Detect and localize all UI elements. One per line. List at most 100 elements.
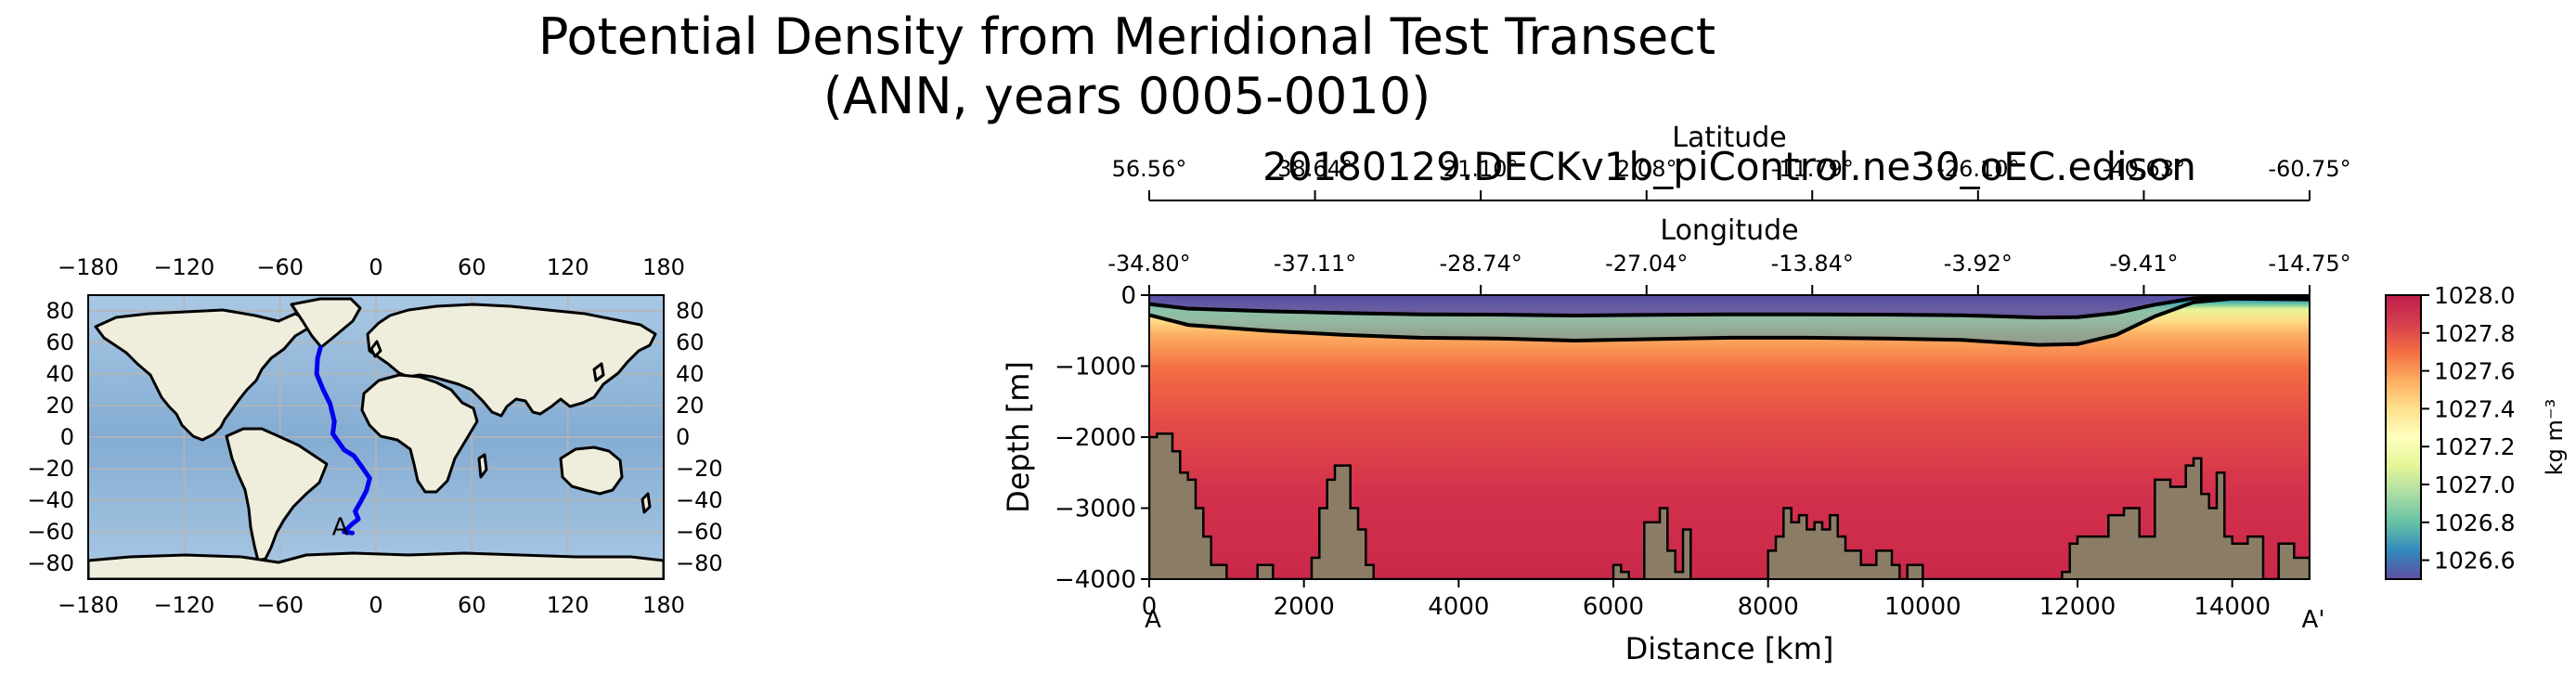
- colorbar-tick-label: 1027.4: [2434, 395, 2515, 422]
- latitude-tick-label: 2.08°: [1616, 156, 1676, 182]
- surface-teal-band: [1149, 296, 2310, 345]
- colorbar-tick-label: 1027.0: [2434, 471, 2515, 498]
- map-lat-tick-right: 0: [676, 424, 690, 450]
- map-land: [88, 297, 664, 579]
- density-section: 0 2000 4000 6000 8000 10000 12000 14000 0 −1000 −…: [1001, 122, 2351, 666]
- map-lon-tick-bottom: 180: [642, 592, 685, 618]
- longitude-tick-label: -27.04°: [1605, 251, 1688, 277]
- section-x-tick-label: 6000: [1583, 593, 1644, 621]
- land-japan: [592, 362, 605, 382]
- land-south-america: [225, 427, 329, 562]
- section-y-ticks: 0 −1000 −2000 −3000 −4000: [1055, 282, 1149, 594]
- transect-start-marker: A: [1145, 606, 1161, 634]
- map-frame: [87, 294, 665, 580]
- section-x-tick-label: 10000: [1884, 593, 1961, 621]
- latitude-tick-label: 56.56°: [1112, 156, 1187, 182]
- colorbar-tick-label: 1027.2: [2434, 433, 2515, 460]
- section-x-tick-label: 12000: [2039, 593, 2116, 621]
- land-antarctica: [88, 551, 664, 579]
- map-lon-tick-top: 60: [458, 254, 486, 280]
- figure-title-line1: Potential Density from Meridional Test T…: [538, 7, 1715, 66]
- map-lat-tick-right: 60: [676, 329, 705, 355]
- section-xlabel: Distance [km]: [1625, 631, 1834, 666]
- latitude-ticks: 56.56° 38.64° 21.10° 2.08° -11.79° -26.10° -40…: [1112, 156, 2351, 200]
- section-y-tick-label: −2000: [1055, 424, 1136, 452]
- colorbar-tick-label: 1027.6: [2434, 358, 2515, 385]
- colorbar-ticks: 1028.0 1027.8 1027.6 1027.4 1027.2 1027.0 1026…: [2421, 282, 2515, 574]
- map-lon-tick-top: 180: [642, 254, 685, 280]
- map-lon-tick-bottom: 120: [547, 592, 589, 618]
- transect-end-marker: A': [2302, 606, 2325, 634]
- transect-start-label: A: [332, 513, 349, 541]
- section-y-tick-label: −1000: [1055, 354, 1136, 381]
- section-y-tick-label: 0: [1120, 282, 1136, 310]
- longitude-tick-label: -3.92°: [1944, 251, 2013, 277]
- land-madagascar: [477, 453, 488, 479]
- surface-low-density-band: [1149, 295, 2310, 318]
- map-lat-tick-left: 40: [45, 361, 74, 387]
- map-lon-tick-bottom: −180: [58, 592, 119, 618]
- map-lat-tick-left: −60: [27, 519, 74, 545]
- latitude-tick-label: 21.10°: [1443, 156, 1519, 182]
- section-ylabel: Depth [m]: [1001, 361, 1036, 513]
- section-x-tick-label: 8000: [1738, 593, 1799, 621]
- upper-density-contour: [1149, 295, 2310, 320]
- land-greenland: [290, 297, 362, 349]
- map-lon-tick-top: −180: [58, 254, 119, 280]
- longitude-tick-label: -34.80°: [1107, 251, 1190, 277]
- map-lat-tick-left: 80: [45, 298, 74, 324]
- map-lat-tick-right: 20: [676, 393, 705, 419]
- section-x-tick-label: 0: [1142, 593, 1158, 621]
- section-x-tick-label: 14000: [2194, 593, 2271, 621]
- map-lon-tick-top: 0: [369, 254, 382, 280]
- map-lon-tick-top: −120: [153, 254, 214, 280]
- colorbar-tick-label: 1026.6: [2434, 548, 2515, 574]
- land-north-america: [94, 308, 313, 442]
- land-australia: [559, 445, 624, 496]
- colorbar-unit-label: kg m⁻³: [2542, 399, 2568, 475]
- colorbar-gradient: [2385, 294, 2422, 580]
- figure-title-line2: (ANN, years 0005-0010): [823, 67, 1430, 125]
- longitude-axis-label: Longitude: [1660, 214, 1798, 247]
- location-map: A −180 −180 −120 −120 −60 −60 0 0 60 60 120 120 180 1…: [27, 254, 722, 618]
- bathymetry: [1149, 432, 2310, 579]
- map-lat-tick-right: −60: [676, 519, 723, 545]
- map-lat-tick-left: −40: [27, 487, 74, 513]
- map-axis-ticks: −180 −180 −120 −120 −60 −60 0 0 60 60 120 120 180 180…: [27, 254, 722, 618]
- land-eurasia: [366, 303, 657, 418]
- land-new-zealand: [641, 492, 652, 514]
- section-y-tick-label: −3000: [1055, 496, 1136, 523]
- latitude-tick-label: 38.64°: [1277, 156, 1353, 182]
- latitude-axis-label: Latitude: [1672, 122, 1786, 154]
- section-x-tick-label: 2000: [1274, 593, 1335, 621]
- longitude-tick-label: -9.41°: [2109, 251, 2178, 277]
- map-lon-tick-top: 120: [547, 254, 589, 280]
- map-lon-tick-bottom: 60: [458, 592, 486, 618]
- latitude-tick-label: -60.75°: [2268, 156, 2350, 182]
- map-lat-tick-right: −20: [676, 456, 723, 482]
- latitude-tick-label: -11.79°: [1771, 156, 1854, 182]
- map-lon-tick-bottom: −60: [256, 592, 304, 618]
- longitude-tick-label: -13.84°: [1771, 251, 1854, 277]
- map-lat-tick-right: −80: [676, 550, 723, 576]
- section-x-tick-label: 4000: [1428, 593, 1489, 621]
- land-africa: [360, 373, 479, 494]
- latitude-tick-label: -40.63°: [2103, 156, 2185, 182]
- colorbar-tick-label: 1026.8: [2434, 510, 2515, 536]
- section-x-ticks: 0 2000 4000 6000 8000 10000 12000 14000: [1142, 579, 2271, 621]
- map-lat-tick-left: 20: [45, 393, 74, 419]
- map-lat-tick-right: −40: [676, 487, 723, 513]
- lower-density-contour: [1149, 296, 2310, 347]
- map-lat-tick-left: 0: [60, 424, 74, 450]
- map-lat-tick-right: 40: [676, 361, 705, 387]
- longitude-ticks: -34.80° -37.11° -28.74° -27.04° -13.84° -3.92…: [1107, 251, 2351, 295]
- land-uk: [369, 340, 382, 358]
- map-lat-tick-right: 80: [676, 298, 705, 324]
- section-y-tick-label: −4000: [1055, 566, 1136, 594]
- map-lon-tick-bottom: 0: [369, 592, 382, 618]
- map-lat-tick-left: −20: [27, 456, 74, 482]
- longitude-tick-label: -28.74°: [1439, 251, 1521, 277]
- map-lat-tick-left: 60: [45, 329, 74, 355]
- colorbar-tick-label: 1027.8: [2434, 320, 2515, 347]
